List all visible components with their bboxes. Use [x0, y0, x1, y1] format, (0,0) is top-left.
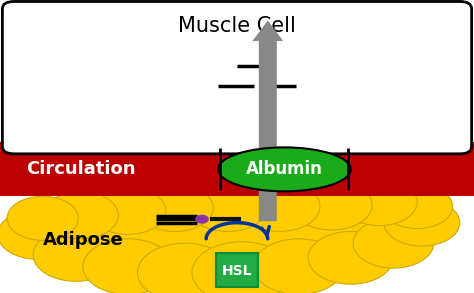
Circle shape [137, 185, 213, 231]
Ellipse shape [43, 202, 431, 272]
FancyArrow shape [252, 21, 283, 221]
Text: Circulation: Circulation [26, 160, 136, 178]
Circle shape [7, 196, 78, 240]
Circle shape [239, 182, 320, 231]
Circle shape [137, 243, 232, 293]
Text: HSL: HSL [222, 264, 252, 278]
Circle shape [308, 231, 393, 284]
Ellipse shape [218, 147, 351, 191]
Circle shape [90, 188, 166, 234]
Circle shape [196, 215, 208, 223]
Circle shape [341, 179, 417, 226]
Text: Adipose: Adipose [43, 231, 123, 249]
Circle shape [83, 239, 173, 293]
Bar [216, 253, 258, 287]
Circle shape [192, 242, 292, 293]
Text: Albumin: Albumin [246, 160, 323, 178]
Text: Muscle Cell: Muscle Cell [178, 16, 296, 36]
Circle shape [33, 229, 118, 281]
Circle shape [353, 218, 434, 268]
Circle shape [384, 199, 460, 246]
Circle shape [292, 180, 372, 230]
Circle shape [254, 239, 344, 293]
FancyBboxPatch shape [2, 1, 472, 154]
Circle shape [0, 209, 78, 259]
Circle shape [382, 185, 453, 229]
Circle shape [43, 192, 118, 239]
Bar [0, 142, 474, 196]
Circle shape [187, 182, 268, 231]
